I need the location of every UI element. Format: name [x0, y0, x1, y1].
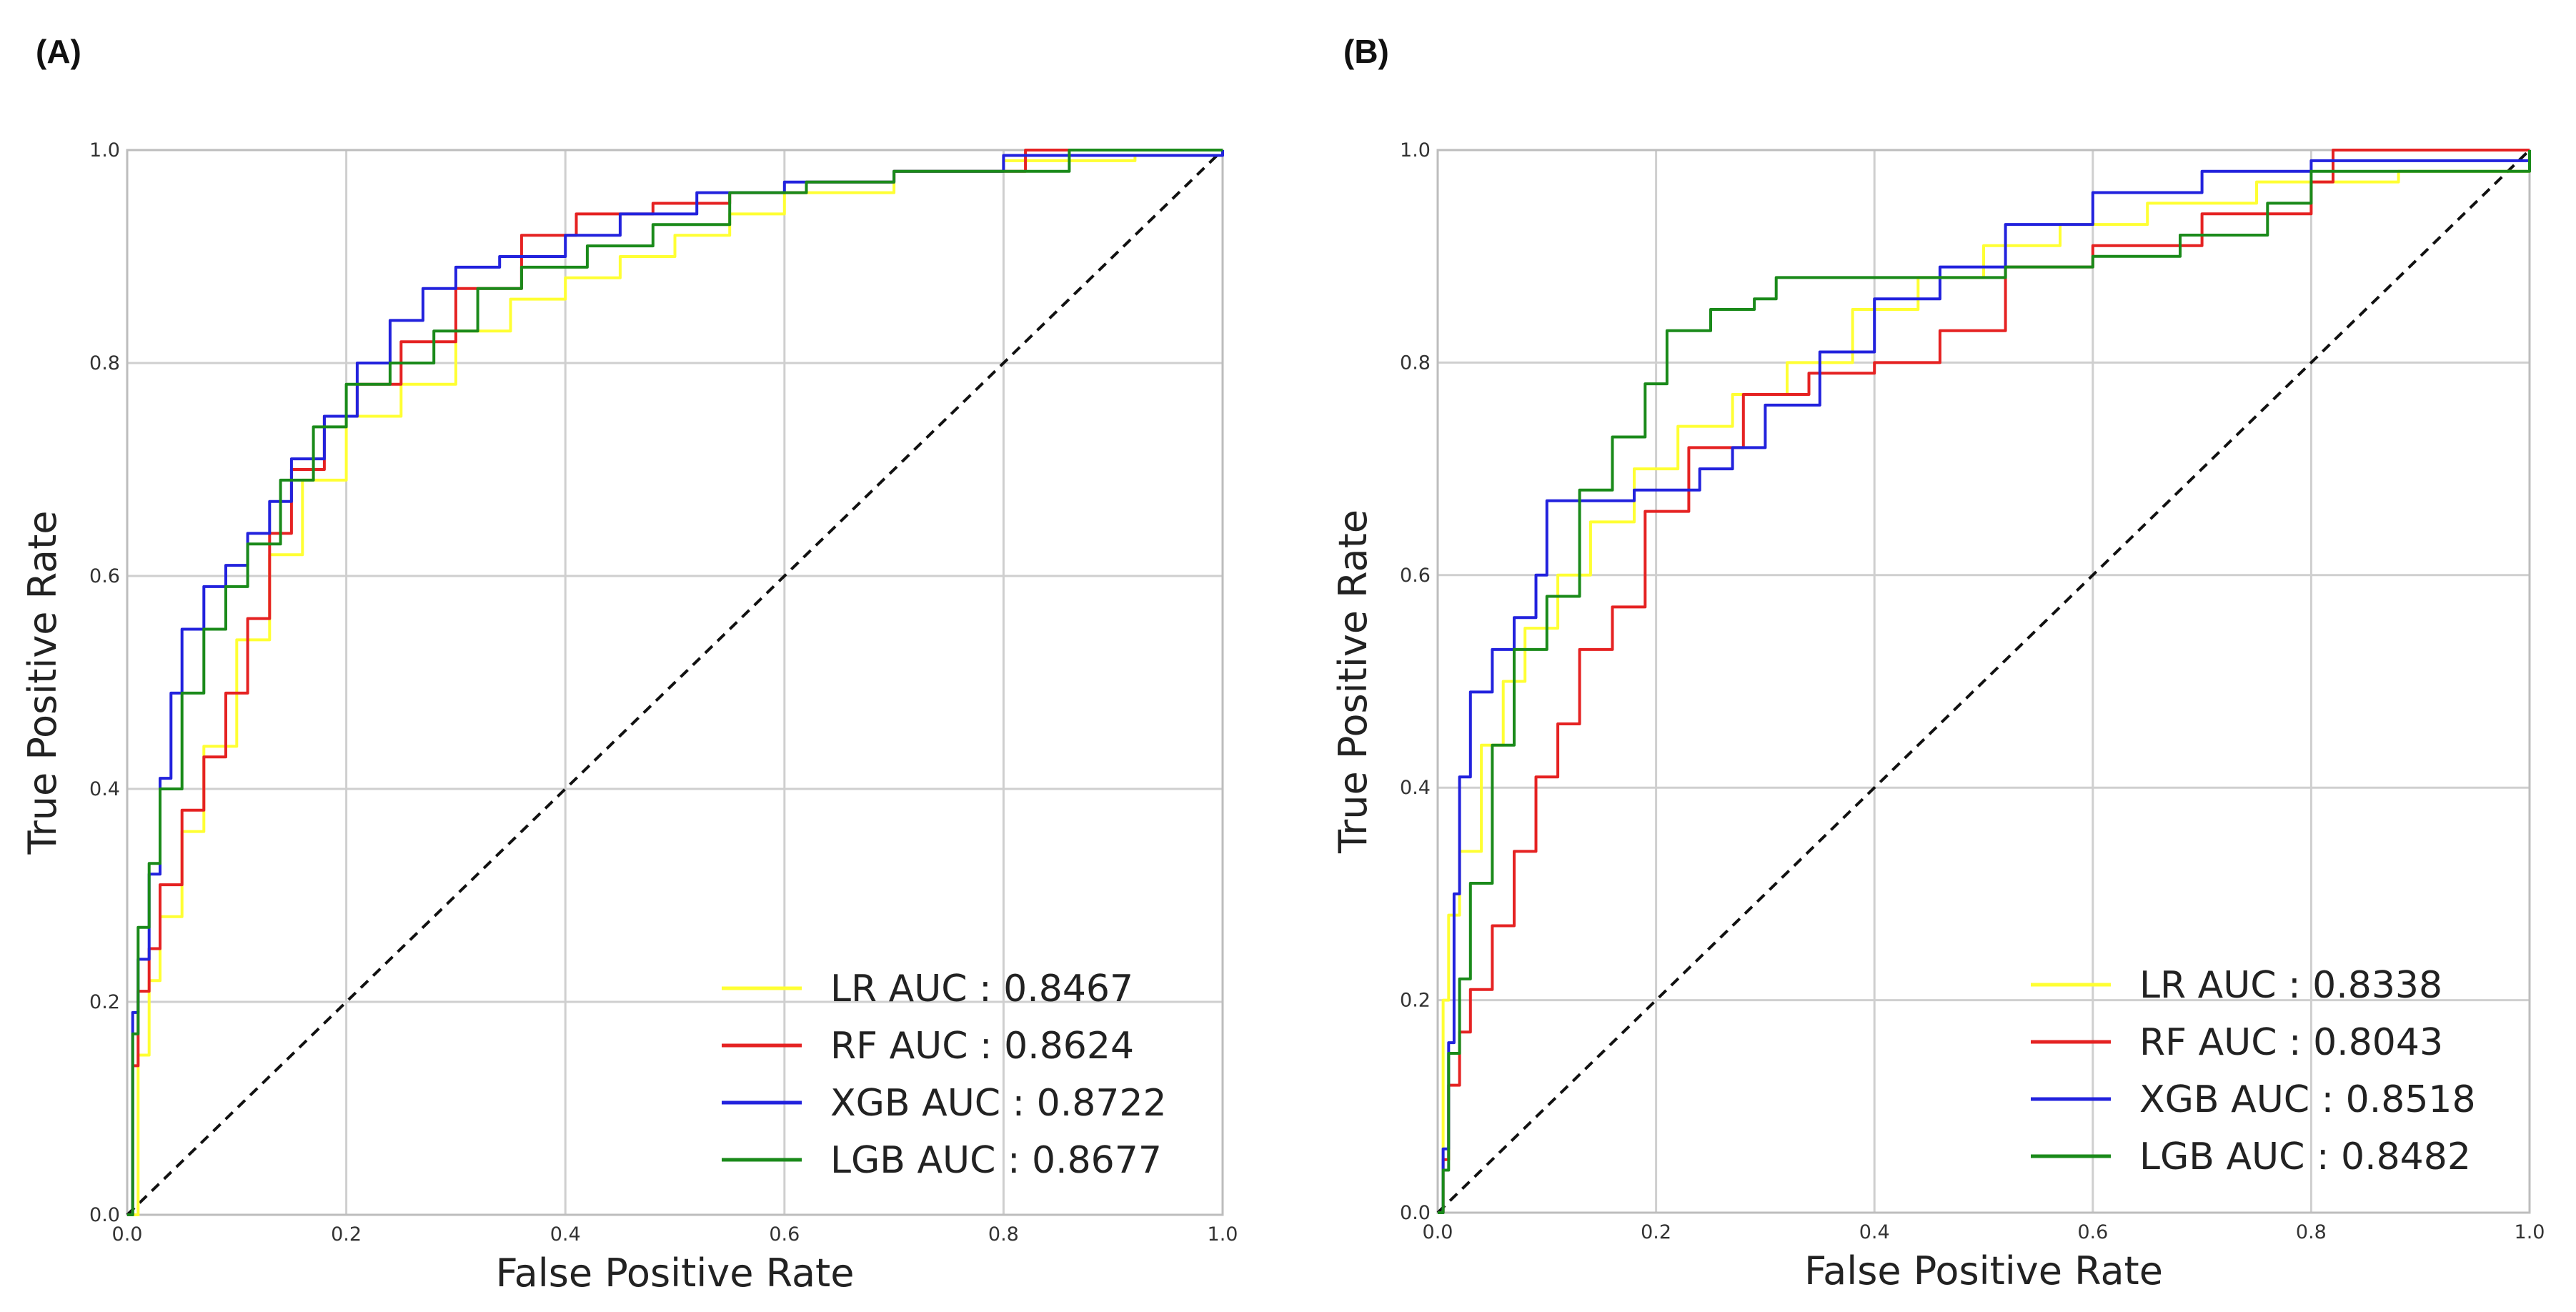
y-tick-label: 1.0: [1400, 139, 1431, 161]
legend-label-rf: RF AUC : 0.8624: [830, 1025, 1134, 1068]
y-tick-label: 0.2: [1400, 990, 1431, 1012]
x-tick-label: 0.6: [769, 1223, 800, 1246]
y-tick-label: 1.0: [89, 139, 120, 161]
x-axis-label: False Positive Rate: [1804, 1248, 2163, 1293]
roc-curve-xgb: [1438, 150, 2531, 1214]
y-tick-label: 0.8: [1400, 352, 1431, 374]
y-axis-label: True Positive Rate: [1331, 510, 1376, 854]
plot-frame: [126, 149, 1224, 1216]
y-tick-label: 0.0: [1400, 1202, 1431, 1224]
roc-curve-rf: [1438, 149, 2530, 1214]
panel-b: (B) 0.0 0.2 0.4 0.6 0.8 1.0 0.0 0.2 0.4 0.6 0.8 1.0 F…: [1331, 33, 2545, 1293]
x-axis-label: False Positive Rate: [496, 1251, 855, 1296]
y-tick-label: 0.6: [89, 565, 120, 587]
legend-label-xgb: XGB AUC : 0.8518: [2139, 1078, 2476, 1121]
x-tick-label: 0.2: [1641, 1221, 1671, 1243]
roc-curve-lr: [1438, 150, 2531, 1214]
x-tick-label: 0.0: [1423, 1221, 1453, 1243]
legend-label-lgb: LGB AUC : 0.8482: [2139, 1135, 2471, 1178]
roc-curve-xgb: [127, 150, 1224, 1216]
chance-diagonal: [1436, 149, 2531, 1214]
legend-label-lgb: LGB AUC : 0.8677: [830, 1139, 1162, 1182]
panel-a: (A) 0.0 0.2 0.4 0.6 0.8 1.0 0.0 0.2 0.4 0.6 0.8 1.0 F…: [20, 33, 1238, 1296]
x-tick-label: 1.0: [2515, 1221, 2545, 1243]
y-tick-label: 0.4: [1400, 777, 1431, 799]
roc-curve-lgb: [127, 149, 1223, 1216]
x-tick-label: 0.6: [2077, 1221, 2108, 1243]
y-tick-label: 0.4: [89, 778, 120, 800]
y-tick-label: 0.0: [89, 1204, 120, 1226]
legend-label-xgb: XGB AUC : 0.8722: [830, 1082, 1167, 1125]
y-tick-label: 0.2: [89, 991, 120, 1013]
panel-label-b: (B): [1343, 33, 1389, 70]
roc-curve-lgb: [1438, 150, 2531, 1214]
plot-frame: [1436, 149, 2531, 1214]
y-tick-label: 0.8: [89, 352, 120, 374]
roc-curve-lr: [127, 150, 1224, 1216]
x-tick-label: 0.0: [112, 1223, 143, 1246]
legend-label-lr: LR AUC : 0.8467: [830, 968, 1133, 1010]
y-axis-label: True Positive Rate: [20, 510, 65, 855]
legend-label-lr: LR AUC : 0.8338: [2139, 964, 2442, 1007]
legend-label-rf: RF AUC : 0.8043: [2139, 1021, 2443, 1064]
x-tick-label: 0.8: [2296, 1221, 2327, 1243]
x-tick-label: 0.4: [550, 1223, 581, 1246]
y-tick-label: 0.6: [1400, 565, 1431, 587]
chance-diagonal: [126, 149, 1224, 1216]
x-tick-label: 1.0: [1208, 1223, 1238, 1246]
panel-label-a: (A): [36, 33, 81, 70]
x-tick-label: 0.4: [1859, 1221, 1890, 1243]
x-tick-label: 0.2: [331, 1223, 362, 1246]
x-tick-label: 0.8: [988, 1223, 1019, 1246]
